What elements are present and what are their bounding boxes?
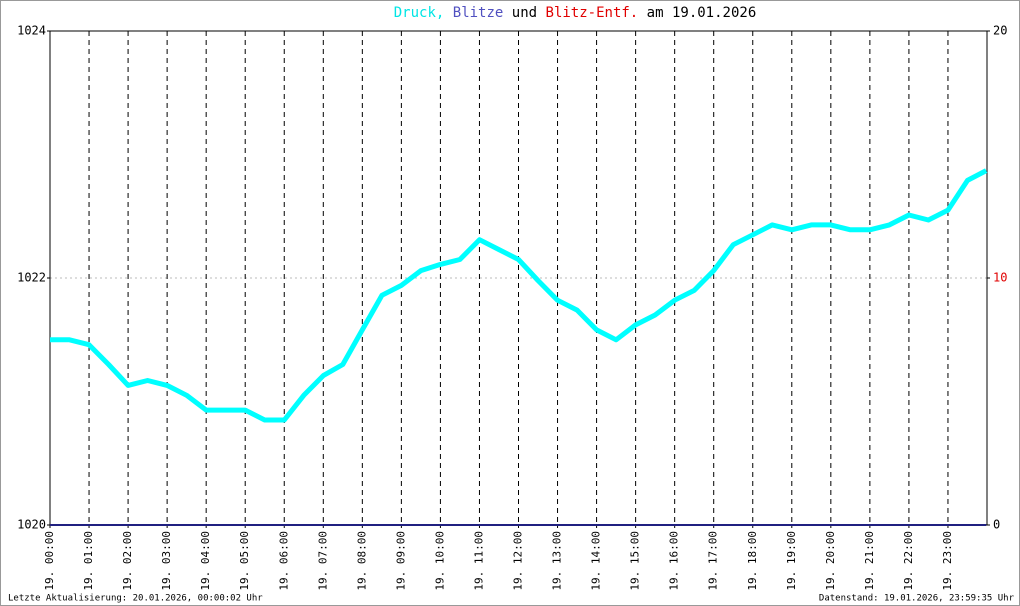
x-tick-label: 19. 10:00 <box>433 531 446 591</box>
y2-tick-label: 0 <box>993 518 1000 532</box>
x-tick-label: 19. 03:00 <box>160 531 173 591</box>
y-tick-label: 1024 <box>17 24 46 38</box>
footer-left: Letzte Aktualisierung: 20.01.2026, 00:00… <box>8 594 263 604</box>
x-tick-label: 19. 17:00 <box>707 531 720 591</box>
x-tick-label: 19. 14:00 <box>590 531 603 591</box>
x-tick-label: 19. 04:00 <box>199 531 212 591</box>
x-tick-label: 19. 23:00 <box>941 531 954 591</box>
title-part: Blitz-Entf. <box>546 5 639 21</box>
title-part: Druck, <box>394 5 445 21</box>
x-tick-label: 19. 13:00 <box>551 531 564 591</box>
x-tick-label: 19. 15:00 <box>629 531 642 591</box>
y-tick-label: 1020 <box>17 518 46 532</box>
footer-right: Datenstand: 19.01.2026, 23:59:35 Uhr <box>819 594 1015 604</box>
x-tick-label: 19. 06:00 <box>277 531 290 591</box>
x-tick-label: 19. 22:00 <box>902 531 915 591</box>
x-tick-label: 19. 16:00 <box>668 531 681 591</box>
x-tick-label: 19. 07:00 <box>316 531 329 591</box>
series-line <box>50 168 988 423</box>
x-tick-label: 19. 21:00 <box>863 531 876 591</box>
x-tick-label: 19. 02:00 <box>121 531 134 591</box>
x-tick-label: 19. 09:00 <box>394 531 407 591</box>
chart-title: Druck, Blitze und Blitz-Entf. am 19.01.2… <box>394 5 757 21</box>
x-tick-label: 19. 01:00 <box>82 531 95 591</box>
title-part: und <box>512 5 537 21</box>
y-tick-label: 1022 <box>17 271 46 285</box>
title-part: Blitze <box>453 5 504 21</box>
x-tick-label: 19. 08:00 <box>355 531 368 591</box>
x-tick-label: 19. 11:00 <box>472 531 485 591</box>
x-tick-label: 19. 05:00 <box>238 531 251 591</box>
title-part: am 19.01.2026 <box>647 5 757 21</box>
x-tick-label: 19. 20:00 <box>824 531 837 591</box>
x-tick-label: 19. 12:00 <box>512 531 525 591</box>
x-tick-label: 19. 19:00 <box>785 531 798 591</box>
x-tick-label: 19. 18:00 <box>746 531 759 591</box>
y2-tick-label: 10 <box>993 271 1007 285</box>
y2-tick-label: 20 <box>993 24 1007 38</box>
x-tick-label: 19. 00:00 <box>43 531 56 591</box>
